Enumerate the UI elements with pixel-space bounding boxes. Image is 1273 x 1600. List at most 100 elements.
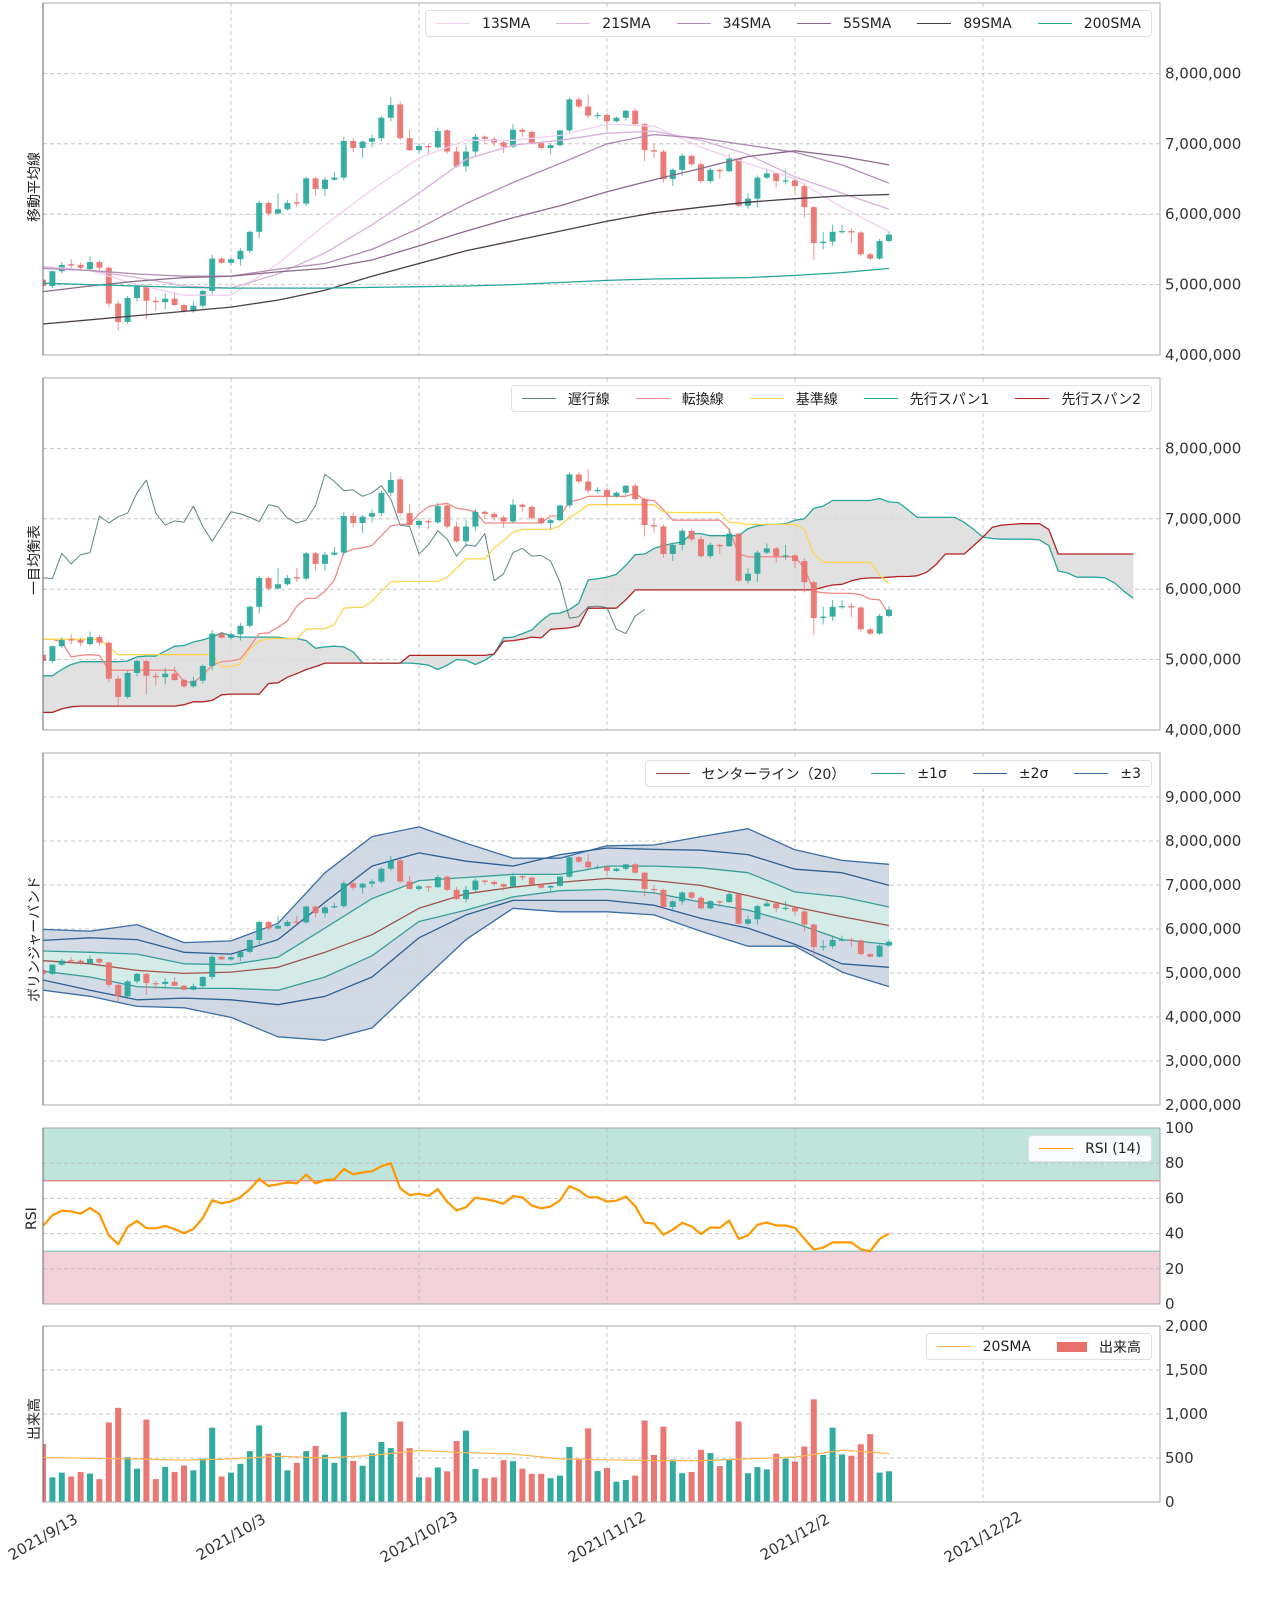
candle — [284, 920, 291, 927]
candle — [152, 297, 159, 311]
candle — [538, 141, 545, 150]
legend-swatch — [635, 398, 670, 399]
candle — [143, 973, 150, 995]
legend-label: 基準線 — [795, 391, 838, 408]
candle — [726, 891, 733, 903]
candle-body — [481, 511, 488, 514]
volume-bar — [538, 1473, 545, 1502]
volume-bar — [237, 1463, 244, 1502]
candle-body — [96, 262, 103, 268]
candle — [312, 176, 319, 196]
candle — [472, 133, 479, 156]
volume-bar — [773, 1453, 780, 1502]
candle — [519, 503, 526, 512]
candle-body — [387, 480, 394, 493]
candle — [77, 959, 84, 965]
candle-body — [105, 642, 112, 679]
ichimoku-cloud — [43, 498, 1134, 713]
candle-body — [87, 637, 93, 645]
candle-body — [293, 921, 300, 923]
volume-bar — [416, 1477, 422, 1502]
candle-body — [585, 106, 592, 116]
legend-item-ichimoku: 先行スパン2 — [1015, 389, 1141, 409]
candle-body — [359, 883, 366, 888]
candle-body — [622, 864, 629, 869]
y-tick-label: 8,000,000 — [1165, 64, 1241, 82]
candle — [857, 939, 864, 956]
candle — [265, 201, 272, 216]
candle-body — [867, 954, 874, 957]
candle — [434, 127, 441, 149]
candle-body — [773, 903, 780, 909]
candle — [763, 543, 770, 554]
candle — [886, 939, 892, 947]
candle — [604, 487, 610, 505]
candle-body — [613, 117, 620, 122]
candle-body — [425, 886, 432, 888]
candle-body — [453, 889, 460, 900]
candle-body — [199, 290, 206, 306]
candle-body — [876, 615, 883, 634]
volume-bar — [322, 1454, 328, 1502]
candle — [284, 575, 291, 586]
candle — [585, 94, 592, 119]
candle — [246, 605, 253, 628]
candle — [575, 855, 582, 863]
candle — [359, 140, 366, 158]
candle-body — [199, 976, 206, 987]
volume-bar — [735, 1421, 742, 1502]
volume-bar — [190, 1470, 197, 1502]
candle — [416, 885, 422, 892]
legend-label: 13SMA — [481, 15, 531, 32]
sma-line-55sma — [43, 150, 890, 293]
candle-body — [622, 110, 629, 118]
y-tick-label: 8,000,000 — [1165, 832, 1241, 850]
candle-body — [519, 129, 526, 132]
y-tick-label: 0 — [1165, 1493, 1175, 1511]
volume-bar — [839, 1454, 845, 1502]
volume-bar — [876, 1472, 883, 1502]
y-tick-label: 8,000,000 — [1165, 439, 1241, 457]
candle-body — [867, 254, 874, 259]
candle-body — [820, 241, 827, 244]
candle-body — [763, 548, 770, 553]
kijun-sen-line — [43, 504, 890, 668]
legend-item-sma: 13SMA — [435, 15, 531, 32]
candle — [688, 154, 695, 167]
volume-bar — [96, 1479, 103, 1502]
candle-body — [444, 130, 451, 152]
candle-body — [331, 552, 338, 555]
candle-body — [472, 880, 479, 890]
legend-label: 出来高 — [1099, 1339, 1141, 1356]
candle-body — [265, 202, 272, 214]
candle — [209, 630, 216, 671]
volume-bar — [669, 1459, 676, 1502]
volume-bar — [444, 1471, 451, 1502]
candle — [246, 230, 253, 253]
candle-body — [510, 129, 516, 147]
candle-body — [171, 673, 178, 681]
legend-swatch — [1074, 773, 1109, 774]
candle-body — [698, 539, 704, 557]
y-tick-label: 2,000 — [1165, 1317, 1208, 1335]
candle — [594, 112, 601, 119]
candle-body — [134, 286, 140, 298]
candle-body — [857, 940, 864, 955]
volume-sma-line — [43, 1449, 890, 1462]
candle-body — [538, 518, 545, 524]
y-tick-label: 40 — [1165, 1225, 1184, 1243]
volume-bar — [707, 1453, 714, 1502]
candle-body — [181, 985, 187, 990]
y-tick-label: 5,000,000 — [1165, 276, 1241, 294]
candle-body — [594, 866, 601, 869]
panel-1: 4,000,000 5,000,000 6,000,000 7,000,000 8,00… — [42, 377, 1241, 739]
candle-body — [397, 479, 404, 514]
legend-item-ichimoku: 基準線 — [749, 389, 838, 409]
legend-moving-average: 13SMA 21SMA 34SMA 55SMA 89SMA 200SMA — [424, 10, 1152, 37]
candle-body — [378, 492, 385, 514]
legend-rsi: RSI (14) — [1028, 1135, 1152, 1162]
candle-body — [209, 258, 216, 291]
candle — [500, 515, 507, 528]
candle — [369, 134, 375, 148]
candle-body — [622, 485, 629, 493]
